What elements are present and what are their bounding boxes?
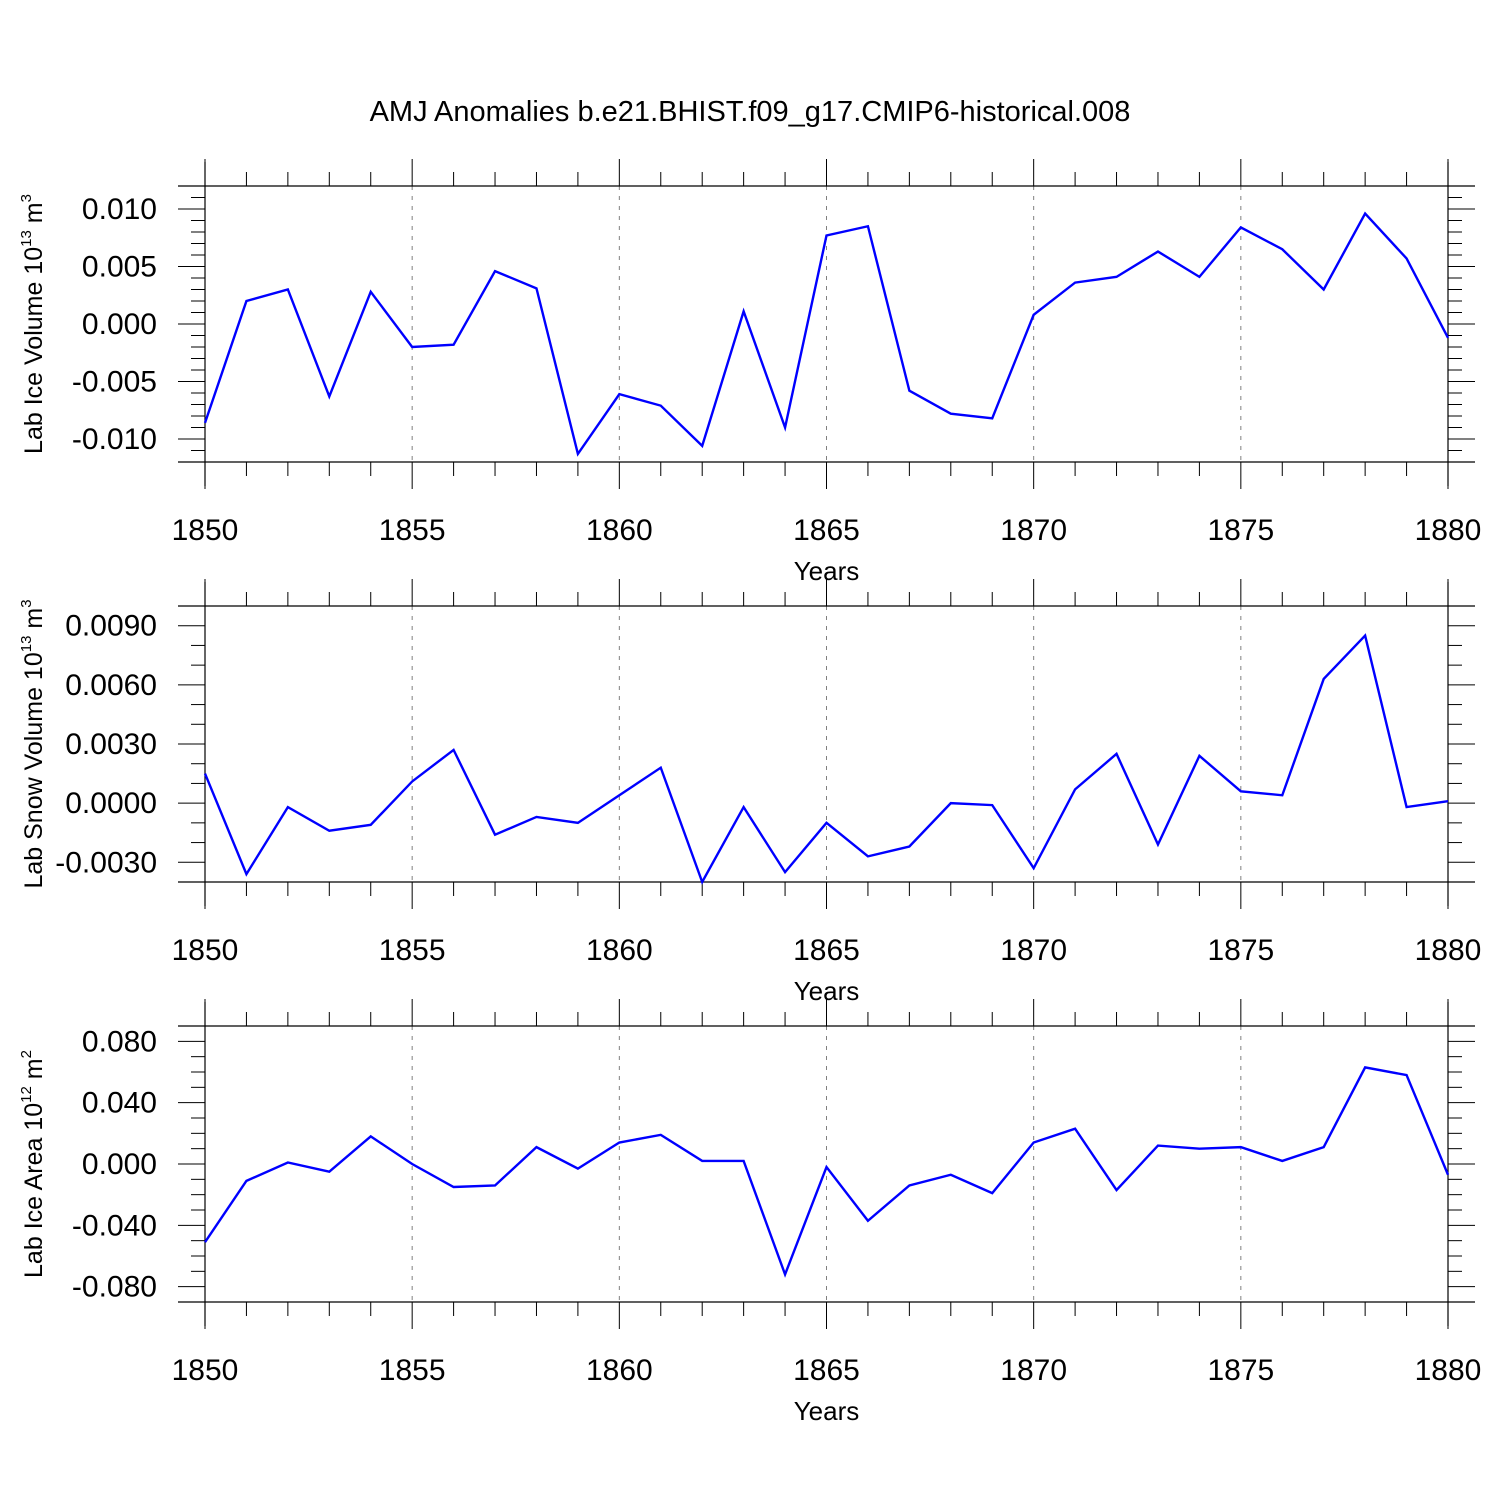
x-tick-label: 1870: [1000, 934, 1067, 967]
y-tick-label: 0.0000: [65, 787, 157, 820]
x-tick-label: 1850: [172, 934, 239, 967]
y-axis-label: Lab Ice Volume 1013 m3: [18, 194, 48, 454]
x-tick-label: 1860: [586, 514, 653, 547]
x-tick-label: 1855: [379, 1354, 446, 1387]
y-tick-label: 0.0090: [65, 610, 157, 643]
x-tick-label: 1860: [586, 934, 653, 967]
x-tick-label: 1870: [1000, 514, 1067, 547]
y-tick-label: 0.0030: [65, 728, 157, 761]
y-tick-label: 0.000: [82, 308, 157, 341]
x-tick-label: 1870: [1000, 1354, 1067, 1387]
x-tick-label: 1880: [1415, 514, 1482, 547]
x-tick-label: 1865: [793, 514, 860, 547]
y-axis-label: Lab Snow Volume 1013 m3: [18, 599, 48, 888]
x-tick-label: 1855: [379, 514, 446, 547]
y-tick-label: -0.005: [72, 366, 157, 399]
y-tick-label: 0.080: [82, 1025, 157, 1058]
x-tick-label: 1875: [1207, 1354, 1274, 1387]
y-tick-label: -0.040: [72, 1209, 157, 1242]
series-line: [203, 633, 1449, 885]
x-axis-label: Years: [794, 1396, 860, 1426]
x-tick-label: 1880: [1415, 934, 1482, 967]
series-line: [204, 1066, 1450, 1278]
x-tick-label: 1865: [793, 934, 860, 967]
x-tick-label: 1865: [793, 1354, 860, 1387]
x-tick-label: 1875: [1207, 514, 1274, 547]
series-line: [203, 211, 1450, 457]
y-tick-label: -0.0030: [55, 846, 157, 879]
y-tick-label: -0.080: [72, 1271, 157, 1304]
chart-panel-2: 1850 1855 1860 1865 1870 1875 1880Years-0.0030…: [18, 579, 1481, 1006]
x-tick-label: 1860: [586, 1354, 653, 1387]
y-tick-label: -0.010: [72, 423, 157, 456]
page-title: AMJ Anomalies b.e21.BHIST.f09_g17.CMIP6-…: [369, 96, 1131, 128]
x-tick-label: 1850: [172, 514, 239, 547]
y-tick-label: 0.010: [82, 193, 157, 226]
y-tick-label: 0.040: [82, 1087, 157, 1120]
chart-panel-3: 1850 1855 1860 1865 1870 1875 1880 Years -0.080 -…: [18, 999, 1481, 1426]
x-tick-label: 1875: [1207, 934, 1274, 967]
x-tick-label: 1850: [172, 1354, 239, 1387]
y-tick-label: 0.000: [82, 1148, 157, 1181]
chart-panel-1: 1850 1855 1860 1865 1870 1875 1880Years-0.010-…: [18, 159, 1481, 586]
y-tick-label: 0.005: [82, 251, 157, 284]
x-tick-label: 1855: [379, 934, 446, 967]
y-tick-label: 0.0060: [65, 669, 157, 702]
y-axis-label: Lab Ice Area 1012 m2: [18, 1050, 48, 1278]
x-tick-label: 1880: [1415, 1354, 1482, 1387]
